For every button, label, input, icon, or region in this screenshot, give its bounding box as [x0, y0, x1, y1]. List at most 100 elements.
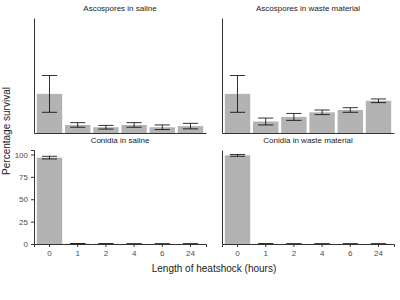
x-tick-mark	[322, 244, 323, 247]
error-bar-segment	[286, 113, 301, 114]
y-tick-label: 0	[24, 240, 29, 249]
bar	[366, 101, 391, 133]
x-tick-mark	[134, 244, 135, 247]
error-bar	[42, 156, 57, 159]
error-bar	[183, 243, 198, 244]
y-axis: 0255075100	[15, 151, 35, 250]
error-bar-segment	[183, 244, 198, 245]
x-tick-mark	[265, 244, 266, 247]
bar	[281, 243, 306, 244]
error-bar-segment	[155, 244, 170, 245]
x-axis	[35, 133, 207, 135]
x-axis: 0124624	[223, 244, 395, 258]
error-bar-segment	[371, 243, 386, 244]
y-tick-label: 100	[15, 151, 29, 160]
y-axis	[34, 19, 35, 134]
plot-area	[37, 156, 203, 244]
x-tick: 4	[320, 244, 325, 258]
error-bar-segment	[286, 120, 301, 121]
y-axis-line	[34, 19, 35, 134]
y-tick-mark	[31, 154, 34, 155]
error-bar	[314, 110, 329, 115]
x-tick-label: 24	[186, 249, 195, 258]
x-tick: 0	[47, 244, 52, 258]
y-tick-mark	[31, 244, 34, 245]
error-bar-segment	[265, 118, 266, 125]
error-bar	[314, 243, 329, 244]
error-bar-segment	[378, 99, 379, 103]
x-tick-mark	[237, 244, 238, 247]
error-bar-segment	[70, 243, 85, 244]
error-bar	[183, 123, 198, 129]
error-bar-segment	[286, 243, 301, 244]
error-bar-segment	[258, 124, 273, 125]
error-bar-segment	[258, 243, 273, 244]
error-bar-segment	[70, 127, 85, 128]
bar	[178, 243, 203, 244]
x-tick-label: 6	[348, 249, 353, 258]
x-tick-mark	[293, 244, 294, 247]
error-bar	[230, 76, 245, 113]
x-tick-mark	[77, 244, 78, 247]
x-tick: 24	[374, 244, 383, 258]
x-axis-line	[223, 245, 395, 248]
error-bar-segment	[343, 243, 358, 244]
error-bar	[70, 123, 85, 128]
error-bar-segment	[126, 244, 141, 245]
x-tick: 6	[160, 244, 165, 258]
error-bar-segment	[162, 125, 163, 130]
panel-title: Conidia in saline	[91, 136, 150, 145]
y-axis-line	[222, 19, 223, 134]
x-tick-label: 4	[320, 249, 325, 258]
error-bar-segment	[237, 76, 238, 113]
panel-title: Ascospores in saline	[83, 4, 157, 13]
error-bar-segment	[183, 128, 198, 129]
x-axis: 0124624	[35, 244, 207, 258]
x-tick: 2	[104, 244, 109, 258]
error-bar-segment	[42, 75, 57, 76]
error-bar-segment	[49, 156, 50, 159]
y-axis	[222, 151, 224, 245]
y-axis-title: Percentage survival	[1, 87, 12, 175]
x-tick-label: 6	[160, 249, 165, 258]
y-tick-mark	[31, 222, 34, 223]
plot-area	[37, 76, 203, 134]
error-bar-segment	[190, 123, 191, 129]
error-bar-segment	[98, 243, 113, 244]
error-bar	[155, 243, 170, 244]
error-bar-segment	[155, 124, 170, 125]
error-bar	[98, 125, 113, 129]
error-bar-segment	[314, 243, 329, 244]
error-bar-segment	[371, 244, 386, 245]
error-bar-segment	[105, 125, 106, 129]
error-bar-segment	[230, 154, 245, 155]
plot-area	[225, 154, 391, 244]
error-bar	[126, 243, 141, 244]
error-bar-segment	[293, 113, 294, 120]
error-bar-segment	[314, 114, 329, 115]
x-tick: 2	[292, 244, 297, 258]
error-bar	[286, 243, 301, 244]
error-bar-segment	[42, 112, 57, 113]
bar	[37, 158, 62, 244]
y-tick: 100	[15, 151, 34, 160]
bar	[338, 110, 363, 133]
x-tick-mark	[350, 244, 351, 247]
error-bar-segment	[350, 108, 351, 113]
error-bar	[286, 113, 301, 120]
x-tick-label: 0	[47, 249, 52, 258]
bar	[225, 155, 250, 244]
error-bar	[42, 76, 57, 113]
plot-area	[225, 76, 391, 134]
bar	[338, 243, 363, 244]
y-tick: 75	[19, 173, 34, 182]
bar	[121, 243, 146, 244]
error-bar-segment	[42, 156, 57, 157]
bar	[309, 112, 334, 133]
error-bar-segment	[371, 102, 386, 103]
x-tick-mark	[49, 244, 50, 247]
error-bar	[98, 243, 113, 244]
x-axis-line	[223, 133, 395, 134]
error-bar-segment	[77, 123, 78, 128]
x-tick-mark	[105, 244, 106, 247]
